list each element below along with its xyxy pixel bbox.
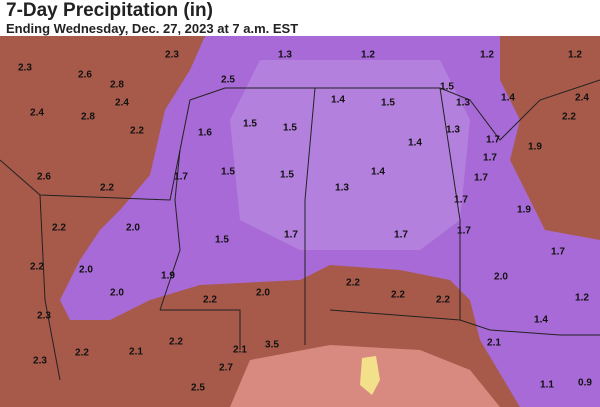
precip-label: 2.4 bbox=[30, 108, 44, 119]
precip-label: 3.5 bbox=[265, 340, 279, 351]
precip-label: 1.5 bbox=[440, 82, 454, 93]
precip-label: 1.4 bbox=[534, 315, 548, 326]
precip-label: 2.2 bbox=[562, 112, 576, 123]
precip-label: 2.2 bbox=[391, 290, 405, 301]
precip-label: 1.3 bbox=[456, 98, 470, 109]
precip-label: 2.4 bbox=[115, 98, 129, 109]
precip-label: 2.8 bbox=[81, 112, 95, 123]
precip-label: 1.2 bbox=[480, 50, 494, 61]
gulf-highlight bbox=[360, 356, 380, 395]
precip-label: 1.5 bbox=[243, 119, 257, 130]
precip-label: 2.0 bbox=[126, 223, 140, 234]
precip-label: 1.5 bbox=[381, 98, 395, 109]
precip-label: 2.6 bbox=[78, 70, 92, 81]
precip-label: 0.9 bbox=[578, 378, 592, 389]
precip-label: 1.3 bbox=[278, 50, 292, 61]
brown-northeast bbox=[525, 70, 600, 210]
map: 2.3 1.3 1.2 1.2 1.2 2.3 2.6 2.8 2.5 1.5 2.4 2.4 1.4 1… bbox=[0, 36, 600, 407]
precip-label: 2.1 bbox=[487, 338, 501, 349]
precip-label: 1.4 bbox=[371, 167, 385, 178]
precip-label: 2.8 bbox=[110, 80, 124, 91]
precip-label: 2.2 bbox=[203, 295, 217, 306]
precip-label: 2.0 bbox=[256, 288, 270, 299]
precip-label: 2.0 bbox=[494, 272, 508, 283]
precip-label: 1.7 bbox=[457, 226, 471, 237]
precip-label: 1.7 bbox=[486, 135, 500, 146]
precip-label: 1.3 bbox=[446, 125, 460, 136]
precip-label: 1.1 bbox=[540, 380, 554, 391]
precip-label: 1.5 bbox=[280, 170, 294, 181]
state-line bbox=[39, 194, 61, 381]
precip-label: 1.7 bbox=[474, 173, 488, 184]
precip-label: 1.4 bbox=[501, 93, 515, 104]
precip-label: 2.1 bbox=[233, 345, 247, 356]
precip-label: 1.6 bbox=[198, 128, 212, 139]
precip-label: 1.7 bbox=[394, 230, 408, 241]
precip-label: 2.2 bbox=[436, 295, 450, 306]
purple-light bbox=[230, 60, 470, 250]
precip-label: 1.2 bbox=[568, 50, 582, 61]
precip-label: 2.0 bbox=[79, 265, 93, 276]
state-line bbox=[159, 149, 181, 311]
precip-label: 1.7 bbox=[284, 230, 298, 241]
precip-label: 2.3 bbox=[18, 63, 32, 74]
precip-label: 1.3 bbox=[335, 183, 349, 194]
precip-label: 1.4 bbox=[408, 138, 422, 149]
precip-label: 1.5 bbox=[215, 235, 229, 246]
precip-label: 1.7 bbox=[483, 153, 497, 164]
precip-label: 2.0 bbox=[110, 288, 124, 299]
state-line bbox=[160, 309, 241, 350]
precip-label: 2.4 bbox=[575, 93, 589, 104]
precip-label: 2.2 bbox=[52, 223, 66, 234]
precip-label: 2.2 bbox=[100, 183, 114, 194]
precip-label: 2.5 bbox=[221, 75, 235, 86]
precip-label: 1.5 bbox=[221, 167, 235, 178]
map-title: 7-Day Precipitation (in) bbox=[6, 0, 213, 21]
precip-label: 2.2 bbox=[130, 126, 144, 137]
precip-label: 1.5 bbox=[283, 123, 297, 134]
state-line bbox=[329, 309, 461, 321]
map-subtitle: Ending Wednesday, Dec. 27, 2023 at 7 a.m… bbox=[6, 21, 299, 36]
precip-label: 2.2 bbox=[169, 337, 183, 348]
precip-label: 1.9 bbox=[161, 271, 175, 282]
precip-label: 1.7 bbox=[551, 247, 565, 258]
precip-label: 1.9 bbox=[517, 205, 531, 216]
state-line bbox=[0, 79, 600, 201]
precip-label: 2.3 bbox=[37, 311, 51, 322]
precip-label: 1.2 bbox=[361, 50, 375, 61]
precip-label: 2.6 bbox=[37, 172, 51, 183]
precip-label: 1.2 bbox=[575, 293, 589, 304]
precip-label: 2.1 bbox=[129, 347, 143, 358]
precip-label: 2.2 bbox=[75, 348, 89, 359]
precip-label: 2.2 bbox=[30, 262, 44, 273]
precip-label: 1.7 bbox=[454, 195, 468, 206]
precip-label: 2.7 bbox=[219, 363, 233, 374]
state-line bbox=[304, 87, 316, 345]
precip-label: 1.4 bbox=[331, 95, 345, 106]
state-line bbox=[439, 87, 600, 336]
precip-label: 2.3 bbox=[33, 356, 47, 367]
precip-label: 2.2 bbox=[346, 278, 360, 289]
precip-label: 1.9 bbox=[528, 142, 542, 153]
precip-label: 2.3 bbox=[165, 50, 179, 61]
precip-label: 2.5 bbox=[191, 383, 205, 394]
precip-label: 1.7 bbox=[174, 172, 188, 183]
